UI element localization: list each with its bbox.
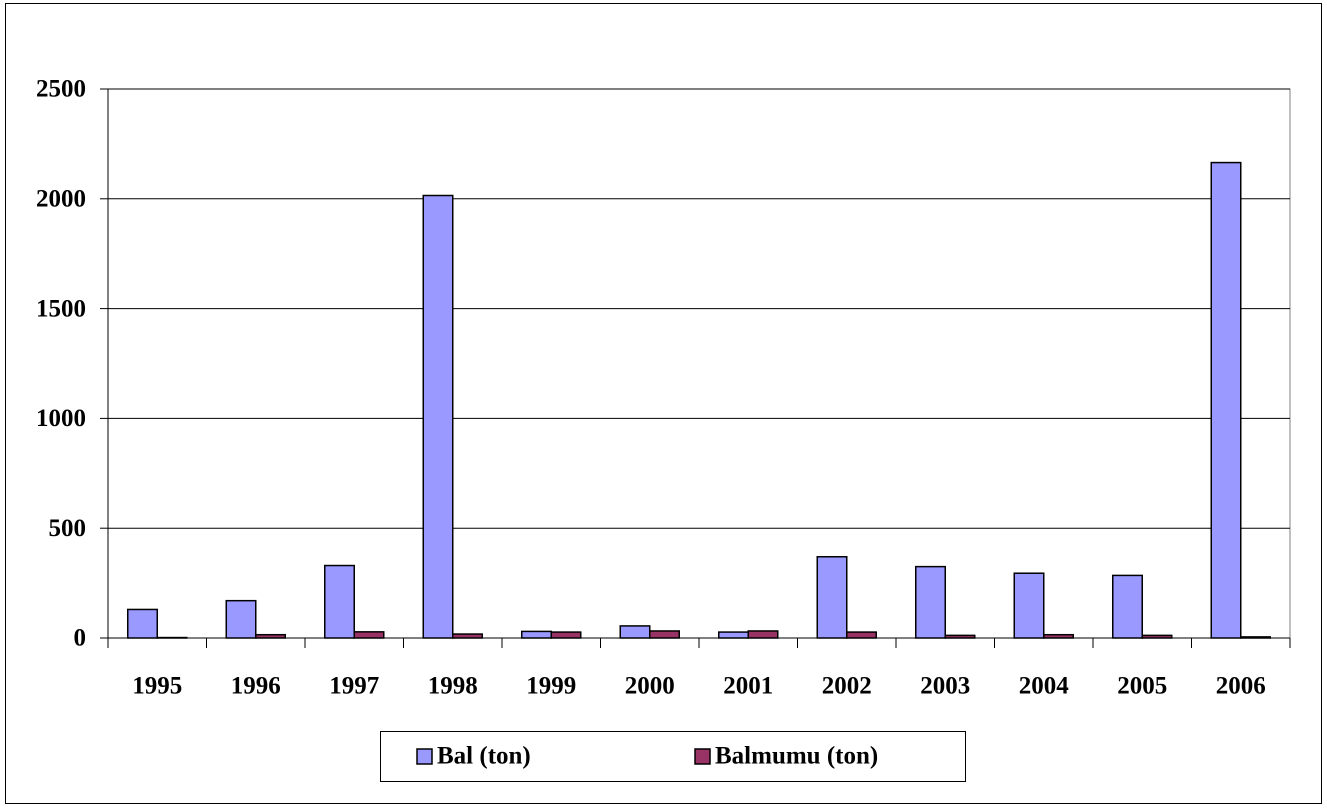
- bar: [422, 194, 454, 639]
- bar: [1112, 574, 1143, 639]
- bar: [353, 631, 385, 639]
- x-tick-label: 1998: [428, 673, 478, 700]
- legend-label: Balmumu (ton): [715, 743, 878, 770]
- bar: [550, 631, 582, 639]
- x-tick-label: 1996: [231, 673, 281, 700]
- x-tick-label: 2001: [723, 673, 773, 700]
- y-tick-label: 1500: [36, 295, 86, 322]
- bar: [225, 599, 257, 639]
- bar: [619, 625, 651, 639]
- x-tick-label: 1997: [329, 673, 379, 700]
- plot-area: [107, 88, 1291, 639]
- legend-box: [380, 731, 966, 782]
- x-tick-label: 1999: [526, 673, 576, 700]
- x-tick-label: 2005: [1117, 673, 1167, 700]
- bar: [718, 631, 749, 639]
- bar: [324, 564, 355, 639]
- y-tick-label: 2500: [36, 76, 86, 103]
- bar: [452, 633, 483, 639]
- bar: [127, 608, 158, 639]
- y-tick-label: 0: [74, 625, 87, 652]
- bar: [816, 555, 848, 639]
- x-tick-label: 2006: [1216, 673, 1266, 700]
- x-tick-label: 2003: [920, 673, 970, 700]
- y-tick-label: 500: [49, 515, 87, 542]
- x-tick-label: 1995: [132, 673, 182, 700]
- bar: [747, 630, 779, 639]
- bar: [1013, 572, 1045, 639]
- x-tick-label: 2002: [822, 673, 872, 700]
- x-tick-label: 2004: [1019, 673, 1070, 700]
- x-tick-label: 2000: [625, 673, 675, 700]
- bar: [846, 631, 877, 639]
- legend-swatch: [694, 748, 711, 765]
- bar: [521, 630, 552, 639]
- legend-label: Bal (ton): [437, 743, 531, 770]
- bar: [1210, 161, 1242, 639]
- bar: [649, 630, 680, 639]
- legend-swatch: [416, 748, 433, 765]
- y-tick-label: 1000: [36, 405, 86, 432]
- bar: [915, 565, 946, 639]
- y-tick-label: 2000: [36, 186, 86, 213]
